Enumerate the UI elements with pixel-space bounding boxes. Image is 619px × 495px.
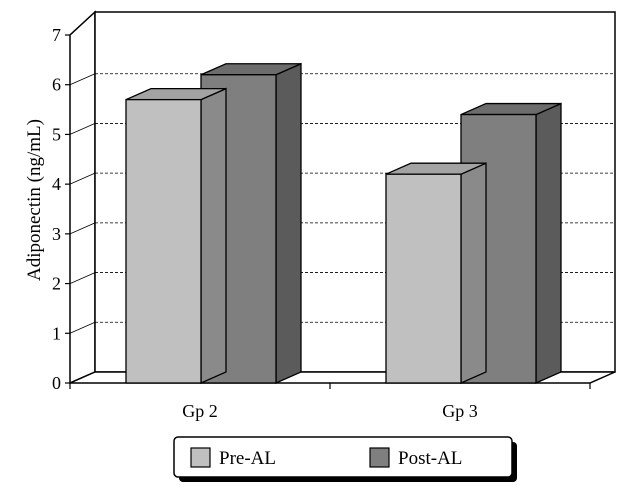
axes (65, 34, 591, 389)
x-tick-label: Gp 2 (182, 401, 218, 421)
y-tick-label: 6 (52, 75, 61, 95)
legend-box (173, 436, 513, 478)
y-tick-label: 0 (52, 373, 61, 393)
bar-pre-al-gp-2 (125, 87, 227, 384)
bar-side (535, 102, 562, 384)
legend: Pre-AL Post-AL (173, 436, 517, 482)
bar-side (200, 87, 227, 384)
legend-swatch (190, 447, 211, 468)
bar-pre-al-gp-3 (385, 162, 487, 384)
gridline-side (69, 272, 96, 284)
y-tick-label: 2 (52, 274, 61, 294)
gridline-side (69, 123, 96, 135)
bar-side (275, 62, 302, 384)
x-tick-labels: Gp 2 Gp 3 (182, 401, 478, 421)
legend-label: Post-AL (398, 448, 462, 469)
gridline-side (69, 73, 96, 86)
bars (125, 62, 562, 384)
y-tick-label: 1 (52, 323, 61, 343)
y-tick-label: 7 (52, 25, 61, 45)
gridline-side (69, 172, 96, 185)
legend-swatch (369, 447, 390, 468)
y-axis-label: Adiponectin (ng/mL) (24, 119, 45, 281)
x-tick-label: Gp 3 (442, 401, 478, 421)
gridline-side (69, 222, 96, 235)
legend-label: Pre-AL (219, 448, 276, 469)
bar-side (460, 162, 487, 384)
y-tick-label: 4 (52, 174, 61, 194)
y-tick-labels: 0 1 2 3 4 5 6 7 (52, 25, 61, 393)
gridline-side (69, 321, 96, 334)
y-tick-label: 3 (52, 224, 61, 244)
y-tick-label: 5 (52, 124, 61, 144)
bar-front (125, 98, 202, 384)
bar-front (385, 173, 462, 384)
